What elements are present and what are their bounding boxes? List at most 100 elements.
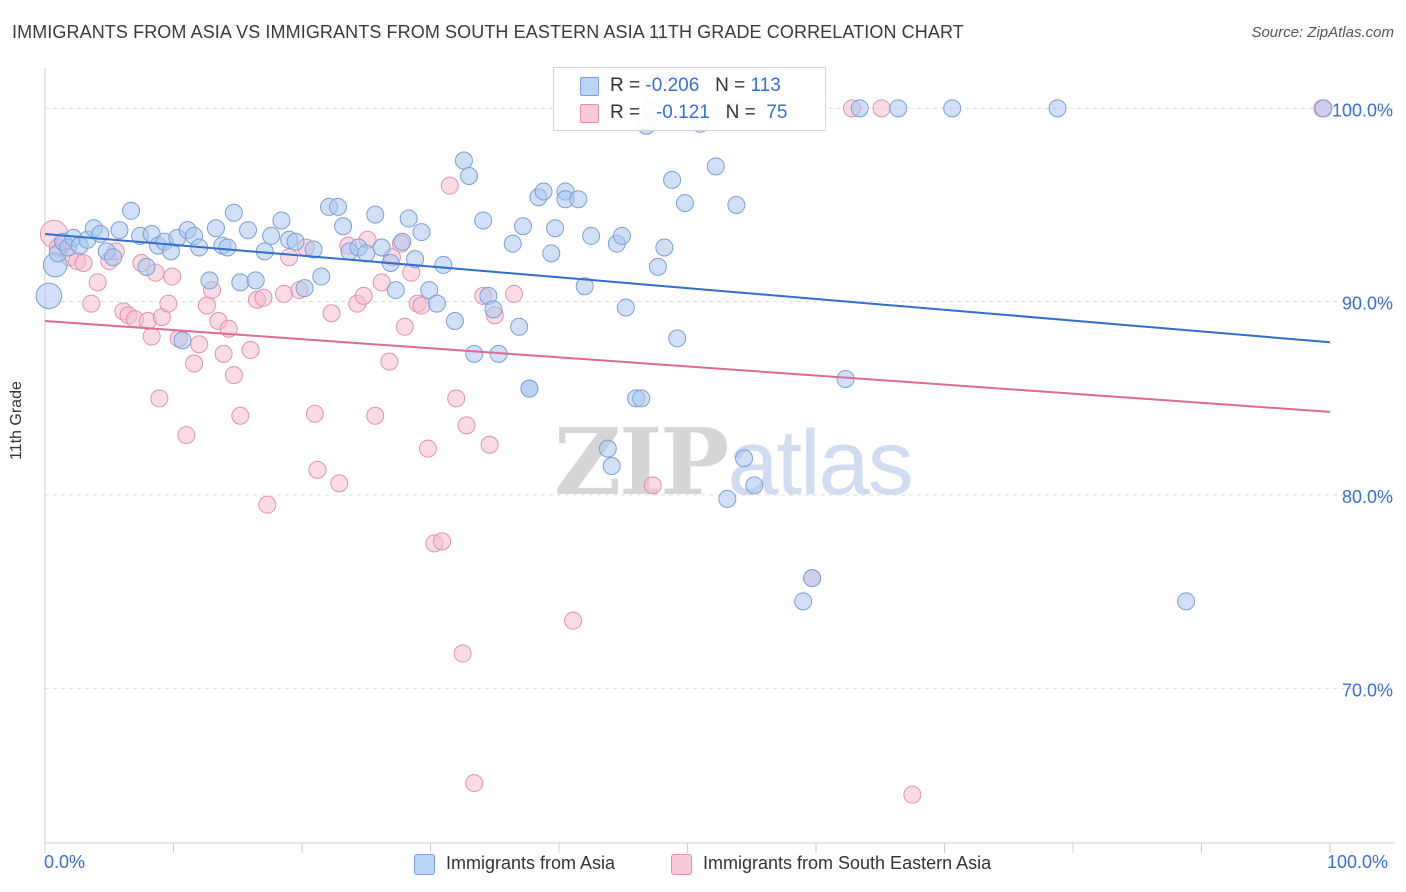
asia-point-12 <box>110 221 129 240</box>
asia-point-15 <box>137 257 156 276</box>
watermark-atlas: atlas <box>727 412 913 514</box>
asia-point-53 <box>406 250 425 269</box>
r-value-sea: -0.121 <box>655 102 710 123</box>
asia-point-43 <box>334 217 353 236</box>
x-tick-label-max: 100.0% <box>1327 852 1389 872</box>
asia-point-84 <box>616 298 635 317</box>
asia-point-42 <box>328 197 347 216</box>
sea-point-34 <box>254 288 273 307</box>
trend-line-asia <box>44 233 1331 344</box>
watermark: ZIPatlas <box>554 408 914 516</box>
asia-point-104 <box>889 99 908 118</box>
asia-point-30 <box>231 273 250 292</box>
asia-point-67 <box>510 317 529 336</box>
n-value-sea: 75 <box>766 102 788 123</box>
n-label: N = <box>715 75 746 96</box>
legend-swatch-sea <box>671 854 692 875</box>
y-tick-labels: 100.0% 90.0% 80.0% 70.0% <box>1332 100 1393 700</box>
sea-point-63 <box>457 416 476 435</box>
sea-point-46 <box>354 286 373 305</box>
stats-legend: R = -0.206 N = 113 R = -0.121 N = 75 <box>553 67 826 131</box>
sea-point-7 <box>88 273 107 292</box>
sea-point-74 <box>903 785 922 804</box>
sea-point-68 <box>505 284 524 303</box>
y-tick-label-2: 80.0% <box>1342 487 1393 507</box>
sea-point-20 <box>163 267 182 286</box>
asia-point-83 <box>612 226 631 245</box>
sea-point-61 <box>447 389 466 408</box>
sea-point-19 <box>159 294 178 313</box>
asia-point-96 <box>718 489 737 508</box>
asia-point-50 <box>386 281 405 300</box>
asia-point-91 <box>663 170 682 189</box>
asia-point-54 <box>412 223 431 242</box>
asia-point-47 <box>366 205 385 224</box>
asia-point-52 <box>399 209 418 228</box>
asia-point-57 <box>434 255 453 274</box>
asia-point-101 <box>794 592 813 611</box>
asia-point-11 <box>104 248 123 267</box>
series-asia-points <box>35 99 1333 611</box>
asia-point-55 <box>420 281 439 300</box>
asia-point-81 <box>602 457 621 475</box>
sea-point-35 <box>258 495 277 514</box>
asia-point-70 <box>520 379 539 398</box>
sea-point-49 <box>372 273 391 292</box>
asia-point-39 <box>304 240 323 259</box>
sea-point-5 <box>74 254 93 272</box>
asia-point-25 <box>200 271 219 290</box>
r-value-asia: -0.206 <box>645 75 700 96</box>
asia-point-64 <box>484 300 503 319</box>
y-tick-label-1: 90.0% <box>1342 294 1393 314</box>
asia-point-0 <box>35 282 63 310</box>
r-label: R = <box>610 75 641 96</box>
sea-point-36 <box>275 284 294 303</box>
asia-point-58 <box>445 312 464 330</box>
asia-point-51 <box>393 232 412 251</box>
asia-point-86 <box>632 389 651 408</box>
chart-title: IMMIGRANTS FROM ASIA VS IMMIGRANTS FROM … <box>12 22 964 42</box>
asia-point-89 <box>648 257 667 276</box>
asia-point-73 <box>542 244 561 263</box>
legend-label-asia: Immigrants from Asia <box>446 853 616 873</box>
axes <box>44 68 1395 853</box>
sea-point-22 <box>177 426 196 445</box>
asia-point-66 <box>503 234 522 253</box>
legend-swatch-asia <box>414 854 435 875</box>
sea-point-43 <box>330 474 349 493</box>
asia-point-13 <box>122 201 141 220</box>
y-axis-label: 11th Grade <box>8 381 25 460</box>
asia-point-106 <box>1048 99 1067 118</box>
legend-label-sea: Immigrants from South Eastern Asia <box>703 853 992 873</box>
sea-point-40 <box>305 404 324 423</box>
sea-point-57 <box>418 439 437 458</box>
sea-point-60 <box>440 176 459 195</box>
sea-point-73 <box>872 99 891 118</box>
asia-point-62 <box>474 211 493 230</box>
sea-point-17 <box>150 389 169 408</box>
asia-point-56 <box>427 294 446 313</box>
asia-point-80 <box>598 439 617 458</box>
asia-point-107 <box>1177 592 1196 611</box>
trend-lines <box>44 233 1331 413</box>
asia-point-29 <box>224 203 243 222</box>
asia-point-109 <box>803 569 822 588</box>
asia-point-60 <box>460 167 479 185</box>
sea-point-56 <box>412 296 431 315</box>
sea-point-53 <box>395 317 414 336</box>
asia-point-31 <box>239 221 258 240</box>
asia-point-79 <box>582 226 601 245</box>
asia-point-26 <box>206 219 225 238</box>
asia-point-95 <box>706 157 725 176</box>
asia-point-103 <box>850 99 869 118</box>
y-tick-label-3: 70.0% <box>1342 680 1393 700</box>
asia-point-48 <box>372 238 391 257</box>
asia-point-100 <box>745 476 764 495</box>
asia-point-74 <box>546 219 565 238</box>
asia-point-37 <box>286 232 305 251</box>
asia-point-77 <box>569 190 588 209</box>
asia-point-97 <box>727 196 746 214</box>
n-label: N = <box>725 102 756 123</box>
sea-point-50 <box>380 352 399 371</box>
